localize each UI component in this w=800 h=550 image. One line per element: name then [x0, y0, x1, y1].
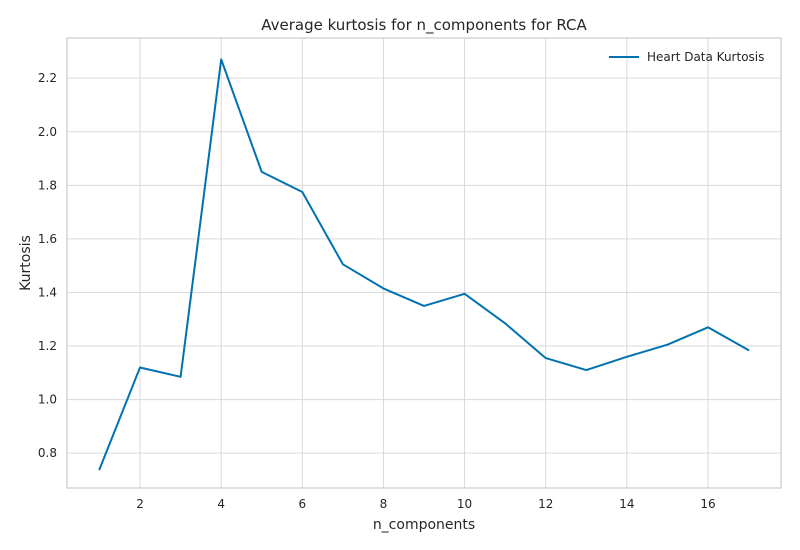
- x-tick-label: 10: [457, 497, 472, 511]
- gridlines: [67, 38, 781, 488]
- y-tick-label: 1.0: [38, 393, 57, 407]
- y-tick-label: 0.8: [38, 446, 57, 460]
- legend: Heart Data Kurtosis: [609, 50, 764, 64]
- y-tick-label: 2.0: [38, 125, 57, 139]
- series-line: [98, 58, 750, 471]
- x-tick-label: 2: [136, 497, 144, 511]
- x-axis-label: n_components: [373, 517, 475, 533]
- y-tick-label: 1.8: [38, 178, 57, 192]
- legend-label: Heart Data Kurtosis: [647, 50, 764, 64]
- x-tick-label: 14: [619, 497, 634, 511]
- y-tick-label: 1.4: [38, 285, 57, 299]
- tick-labels: 2 4 6 8 10 12 14 16 0.8 1.0 1.2 1.4 1.6 1.8 2.0 2.2: [38, 71, 716, 511]
- plot-frame: [66, 37, 782, 489]
- y-tick-label: 1.6: [38, 232, 57, 246]
- x-tick-label: 8: [380, 497, 388, 511]
- x-tick-label: 4: [217, 497, 225, 511]
- x-tick-label: 12: [538, 497, 553, 511]
- y-axis-label: Kurtosis: [18, 235, 34, 291]
- y-tick-label: 2.2: [38, 71, 57, 85]
- series-layer: [98, 58, 750, 471]
- x-tick-label: 6: [298, 497, 306, 511]
- chart-title: Average kurtosis for n_components for RC…: [261, 16, 587, 35]
- y-tick-label: 1.2: [38, 339, 57, 353]
- x-tick-label: 16: [700, 497, 715, 511]
